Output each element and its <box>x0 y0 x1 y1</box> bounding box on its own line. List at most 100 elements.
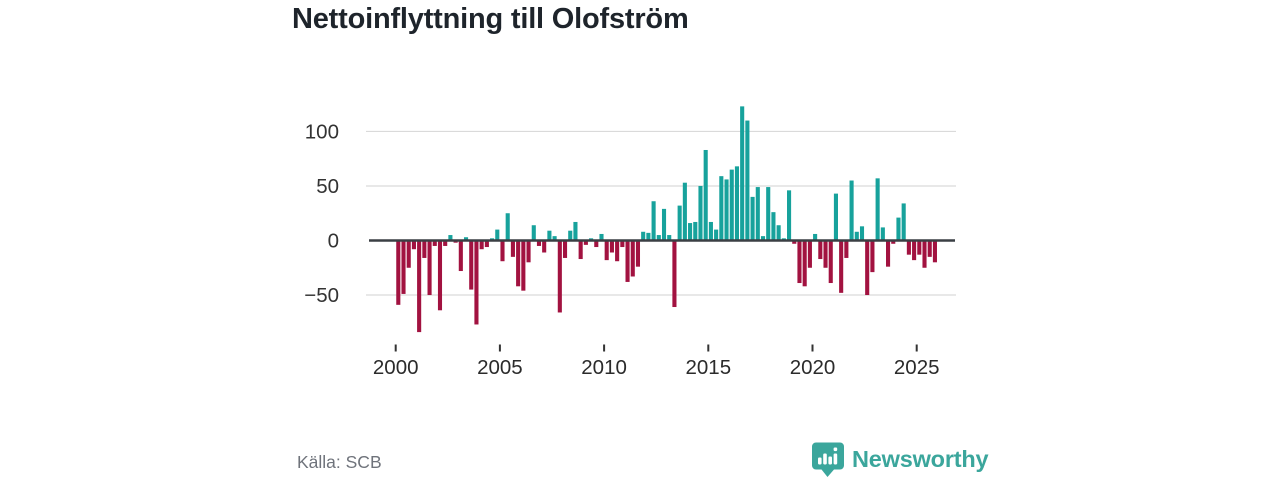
bar-positive <box>776 225 781 241</box>
x-tick-label: 2000 <box>373 356 419 379</box>
bar-negative <box>542 240 547 253</box>
bar-positive <box>766 187 771 241</box>
bar-positive <box>688 223 693 241</box>
bars <box>396 106 937 333</box>
bar-negative <box>635 240 641 267</box>
bar-positive <box>813 233 818 241</box>
bar-negative <box>437 240 443 311</box>
bar-negative <box>536 240 542 246</box>
bar-negative <box>932 240 937 263</box>
bar-negative <box>474 240 479 325</box>
x-tick-label: 2025 <box>894 356 940 379</box>
x-tick-label: 2005 <box>477 356 523 379</box>
bar-negative <box>839 240 844 293</box>
bar-positive <box>714 229 719 241</box>
bar-negative <box>500 240 505 262</box>
bar-negative <box>630 240 635 277</box>
bar-negative <box>422 240 427 258</box>
bar-negative <box>818 240 823 260</box>
y-axis-labels: 100 50 0 −50 <box>304 120 339 307</box>
bar-positive <box>656 235 661 241</box>
bar-positive <box>875 178 880 241</box>
bar-negative <box>828 240 833 284</box>
bar-negative <box>823 240 828 268</box>
bar-positive <box>599 233 604 241</box>
bar-negative <box>562 240 568 258</box>
bar-positive <box>641 231 646 241</box>
bar-negative <box>844 240 849 258</box>
bar-negative <box>411 240 416 250</box>
x-axis-labels: 2000 2005 2010 2015 2020 2025 <box>373 356 940 379</box>
bar-negative <box>510 240 515 257</box>
bar-negative <box>432 240 437 246</box>
bar-negative <box>396 240 401 305</box>
bar-negative <box>521 240 526 291</box>
bar-negative <box>479 240 484 250</box>
bar-positive <box>729 169 734 241</box>
bar-positive <box>734 166 739 241</box>
bar-negative <box>516 240 521 287</box>
bar-negative <box>458 240 463 272</box>
bar-positive <box>698 185 703 241</box>
bar-positive <box>682 182 687 241</box>
bar-negative <box>401 240 406 294</box>
source-label: Källa: SCB <box>297 452 382 472</box>
bar-positive <box>568 230 573 241</box>
bar-negative <box>526 240 531 263</box>
bar-positive <box>573 221 578 241</box>
bar-negative <box>443 240 448 246</box>
bar-negative <box>912 240 917 261</box>
bar-positive <box>531 225 536 241</box>
bar-negative <box>906 240 911 255</box>
gridlines <box>366 130 956 296</box>
bar-negative <box>609 240 614 253</box>
bar-positive <box>771 212 776 241</box>
bar-negative <box>625 240 630 282</box>
bar-positive <box>552 236 557 241</box>
bar-negative <box>604 240 609 261</box>
bar-positive <box>646 232 651 241</box>
bar-negative <box>865 240 870 296</box>
bar-negative <box>886 240 891 267</box>
bar-positive <box>745 120 750 241</box>
bar-negative <box>469 240 474 290</box>
x-tick-label: 2015 <box>685 356 731 379</box>
x-tick-label: 2010 <box>581 356 627 379</box>
y-tick-label: 50 <box>316 175 339 198</box>
bar-positive <box>849 180 854 241</box>
bar-positive <box>901 203 906 241</box>
y-tick-label: 0 <box>328 230 339 253</box>
bar-positive <box>667 235 672 241</box>
bar-positive <box>760 236 766 241</box>
bar-positive <box>547 230 552 241</box>
bar-negative <box>406 240 411 268</box>
bar-positive <box>677 205 682 241</box>
newsworthy-logo: Newsworthy <box>811 441 989 478</box>
bar-positive <box>463 237 469 241</box>
bar-positive <box>693 221 698 241</box>
bar-positive <box>505 213 510 241</box>
x-axis-ticks <box>394 344 918 352</box>
bar-positive <box>859 226 865 241</box>
bar-negative <box>917 240 922 255</box>
y-tick-label: 100 <box>305 120 339 143</box>
bar-negative <box>891 240 896 244</box>
bar-positive <box>755 187 760 241</box>
bar-negative <box>484 240 489 248</box>
bar-positive <box>880 227 885 241</box>
bar-positive <box>833 193 838 241</box>
bar-negative <box>792 240 797 244</box>
bar-positive <box>896 217 901 241</box>
bar-positive <box>740 106 745 241</box>
newsworthy-pin-barchart-icon <box>812 442 844 477</box>
bar-negative <box>578 240 583 260</box>
bar-positive <box>787 190 792 241</box>
bar-negative <box>870 240 875 273</box>
bar-positive <box>719 176 724 241</box>
bar-negative <box>802 240 807 287</box>
bar-positive <box>708 221 713 241</box>
bar-positive <box>661 208 667 241</box>
bar-negative <box>594 240 599 248</box>
x-tick-label: 2020 <box>790 356 836 379</box>
